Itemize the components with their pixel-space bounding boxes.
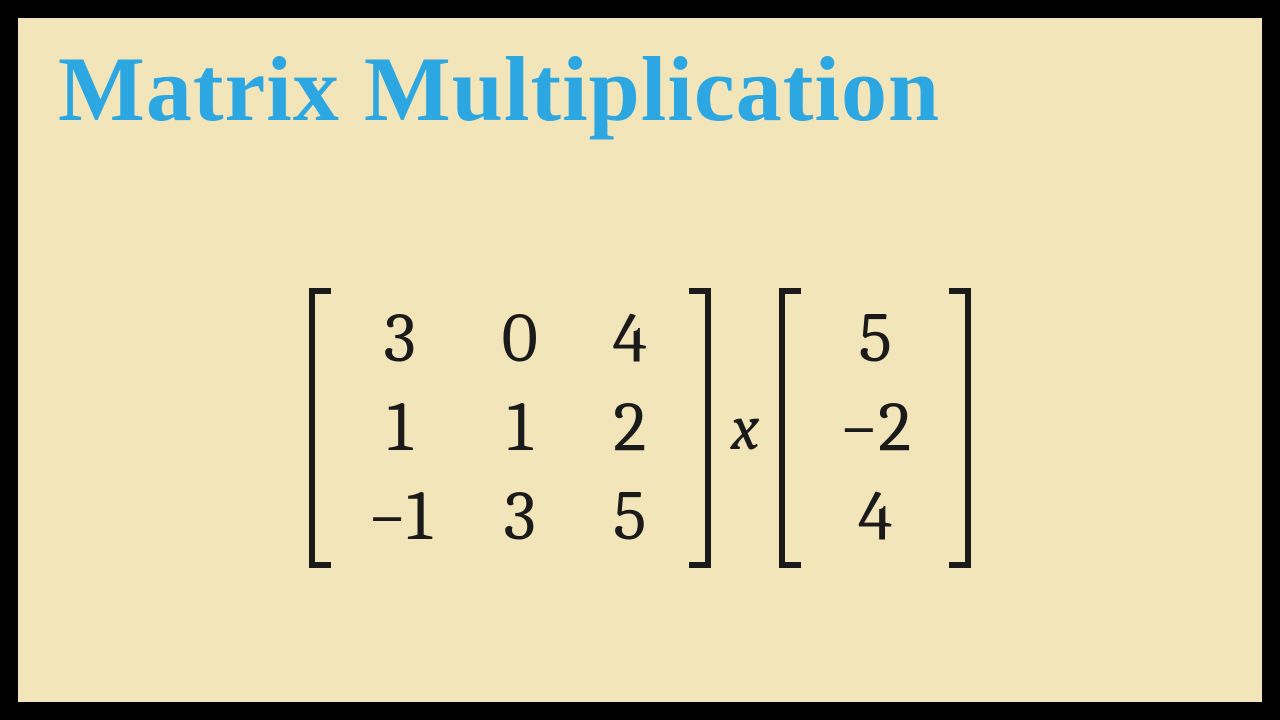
matrix-b: 5 −2 4 <box>779 288 971 568</box>
matrix-a-cell: 3 <box>504 482 536 552</box>
matrix-a-cell: 0 <box>502 304 538 374</box>
matrix-a-cell: 1 <box>387 393 412 463</box>
bracket-right-icon <box>949 288 971 568</box>
bracket-right-icon <box>689 288 711 568</box>
matrix-b-cells: 5 −2 4 <box>801 288 949 568</box>
bracket-left-icon <box>309 288 331 568</box>
matrix-a-cell: 4 <box>612 304 646 374</box>
matrix-equation: 3 0 4 1 1 2 −1 3 5 x 5 −2 4 <box>18 288 1262 568</box>
matrix-a: 3 0 4 1 1 2 −1 3 5 <box>309 288 711 568</box>
page-title: Matrix Multiplication <box>58 36 940 142</box>
matrix-a-cell: 3 <box>384 304 416 374</box>
matrix-a-cell: 2 <box>613 393 646 463</box>
matrix-a-cell: 5 <box>613 482 646 552</box>
matrix-a-cell: 1 <box>507 393 532 463</box>
matrix-b-cell: 4 <box>858 482 892 552</box>
multiply-operator: x <box>725 391 766 465</box>
matrix-a-cells: 3 0 4 1 1 2 −1 3 5 <box>331 288 689 568</box>
matrix-b-cell: 5 <box>859 304 892 374</box>
slide-frame: Matrix Multiplication 3 0 4 1 1 2 −1 3 5… <box>0 0 1280 720</box>
bracket-left-icon <box>779 288 801 568</box>
matrix-a-cell: −1 <box>368 482 432 552</box>
matrix-b-cell: −2 <box>839 393 911 463</box>
